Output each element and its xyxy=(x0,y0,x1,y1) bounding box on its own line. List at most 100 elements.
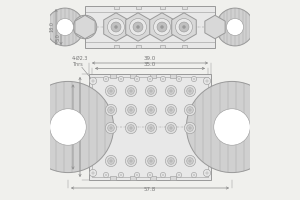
Circle shape xyxy=(191,76,196,82)
Circle shape xyxy=(168,158,174,164)
Circle shape xyxy=(184,104,196,116)
Circle shape xyxy=(108,88,114,94)
Circle shape xyxy=(186,81,278,173)
Circle shape xyxy=(203,77,211,85)
Circle shape xyxy=(133,22,143,32)
Text: 18.0: 18.0 xyxy=(50,22,55,32)
Circle shape xyxy=(187,158,194,164)
Circle shape xyxy=(176,172,181,178)
Circle shape xyxy=(160,25,164,29)
Circle shape xyxy=(125,122,136,134)
Circle shape xyxy=(148,107,154,113)
Circle shape xyxy=(114,25,118,29)
Polygon shape xyxy=(104,13,128,41)
Circle shape xyxy=(46,8,84,46)
Circle shape xyxy=(176,76,181,82)
Circle shape xyxy=(216,8,254,46)
Circle shape xyxy=(111,22,121,32)
Circle shape xyxy=(148,88,154,94)
Circle shape xyxy=(136,25,140,29)
Circle shape xyxy=(157,22,167,32)
Circle shape xyxy=(184,85,196,97)
Circle shape xyxy=(203,169,211,177)
Circle shape xyxy=(160,172,166,178)
Circle shape xyxy=(165,122,177,134)
Bar xyxy=(85,6,215,48)
Bar xyxy=(160,45,164,48)
Circle shape xyxy=(22,81,114,173)
Circle shape xyxy=(168,107,174,113)
Text: 4-Ø2.3
Thrs: 4-Ø2.3 Thrs xyxy=(72,55,88,67)
Bar xyxy=(110,74,116,78)
Bar xyxy=(182,45,187,48)
Circle shape xyxy=(226,18,244,36)
Circle shape xyxy=(184,155,196,167)
Circle shape xyxy=(187,88,194,94)
Circle shape xyxy=(118,172,124,178)
Circle shape xyxy=(128,125,134,131)
Circle shape xyxy=(125,104,136,116)
Circle shape xyxy=(165,85,177,97)
Circle shape xyxy=(107,18,124,36)
Text: 5.0: 5.0 xyxy=(56,34,61,41)
Circle shape xyxy=(130,18,146,36)
Bar xyxy=(92,77,208,177)
Circle shape xyxy=(187,125,194,131)
Circle shape xyxy=(214,109,250,145)
Bar xyxy=(170,176,176,180)
Text: 35.0: 35.0 xyxy=(144,62,156,67)
Circle shape xyxy=(103,172,109,178)
Circle shape xyxy=(146,155,157,167)
Bar xyxy=(182,6,187,9)
Circle shape xyxy=(179,22,189,32)
Bar xyxy=(113,45,119,48)
Circle shape xyxy=(105,155,117,167)
Bar xyxy=(136,45,140,48)
Circle shape xyxy=(146,122,157,134)
Circle shape xyxy=(73,15,97,39)
Circle shape xyxy=(134,172,140,178)
Polygon shape xyxy=(75,15,95,39)
Circle shape xyxy=(148,158,154,164)
Circle shape xyxy=(160,76,166,82)
Polygon shape xyxy=(172,13,196,41)
Circle shape xyxy=(103,76,109,82)
Circle shape xyxy=(146,104,157,116)
Bar xyxy=(113,6,119,9)
Bar xyxy=(130,74,136,78)
Polygon shape xyxy=(205,15,225,39)
Circle shape xyxy=(147,172,153,178)
Circle shape xyxy=(89,77,97,85)
Circle shape xyxy=(128,158,134,164)
Text: 14.5: 14.5 xyxy=(73,122,78,132)
Circle shape xyxy=(187,107,194,113)
Text: 18.5: 18.5 xyxy=(66,122,71,132)
Polygon shape xyxy=(126,13,150,41)
Circle shape xyxy=(165,104,177,116)
Circle shape xyxy=(105,122,117,134)
Circle shape xyxy=(50,109,86,145)
Bar xyxy=(136,6,140,9)
Circle shape xyxy=(108,125,114,131)
Circle shape xyxy=(165,155,177,167)
Bar xyxy=(150,176,156,180)
Circle shape xyxy=(105,85,117,97)
Circle shape xyxy=(108,158,114,164)
Circle shape xyxy=(184,122,196,134)
Circle shape xyxy=(118,76,124,82)
Circle shape xyxy=(128,107,134,113)
Bar xyxy=(110,176,116,180)
Circle shape xyxy=(146,85,157,97)
Circle shape xyxy=(105,104,117,116)
Polygon shape xyxy=(150,13,174,41)
Circle shape xyxy=(56,18,74,36)
Bar xyxy=(150,74,156,78)
Circle shape xyxy=(176,18,193,36)
Circle shape xyxy=(89,169,97,177)
Circle shape xyxy=(148,125,154,131)
Circle shape xyxy=(182,25,186,29)
Circle shape xyxy=(168,88,174,94)
Circle shape xyxy=(191,172,196,178)
Circle shape xyxy=(168,125,174,131)
Circle shape xyxy=(134,76,140,82)
